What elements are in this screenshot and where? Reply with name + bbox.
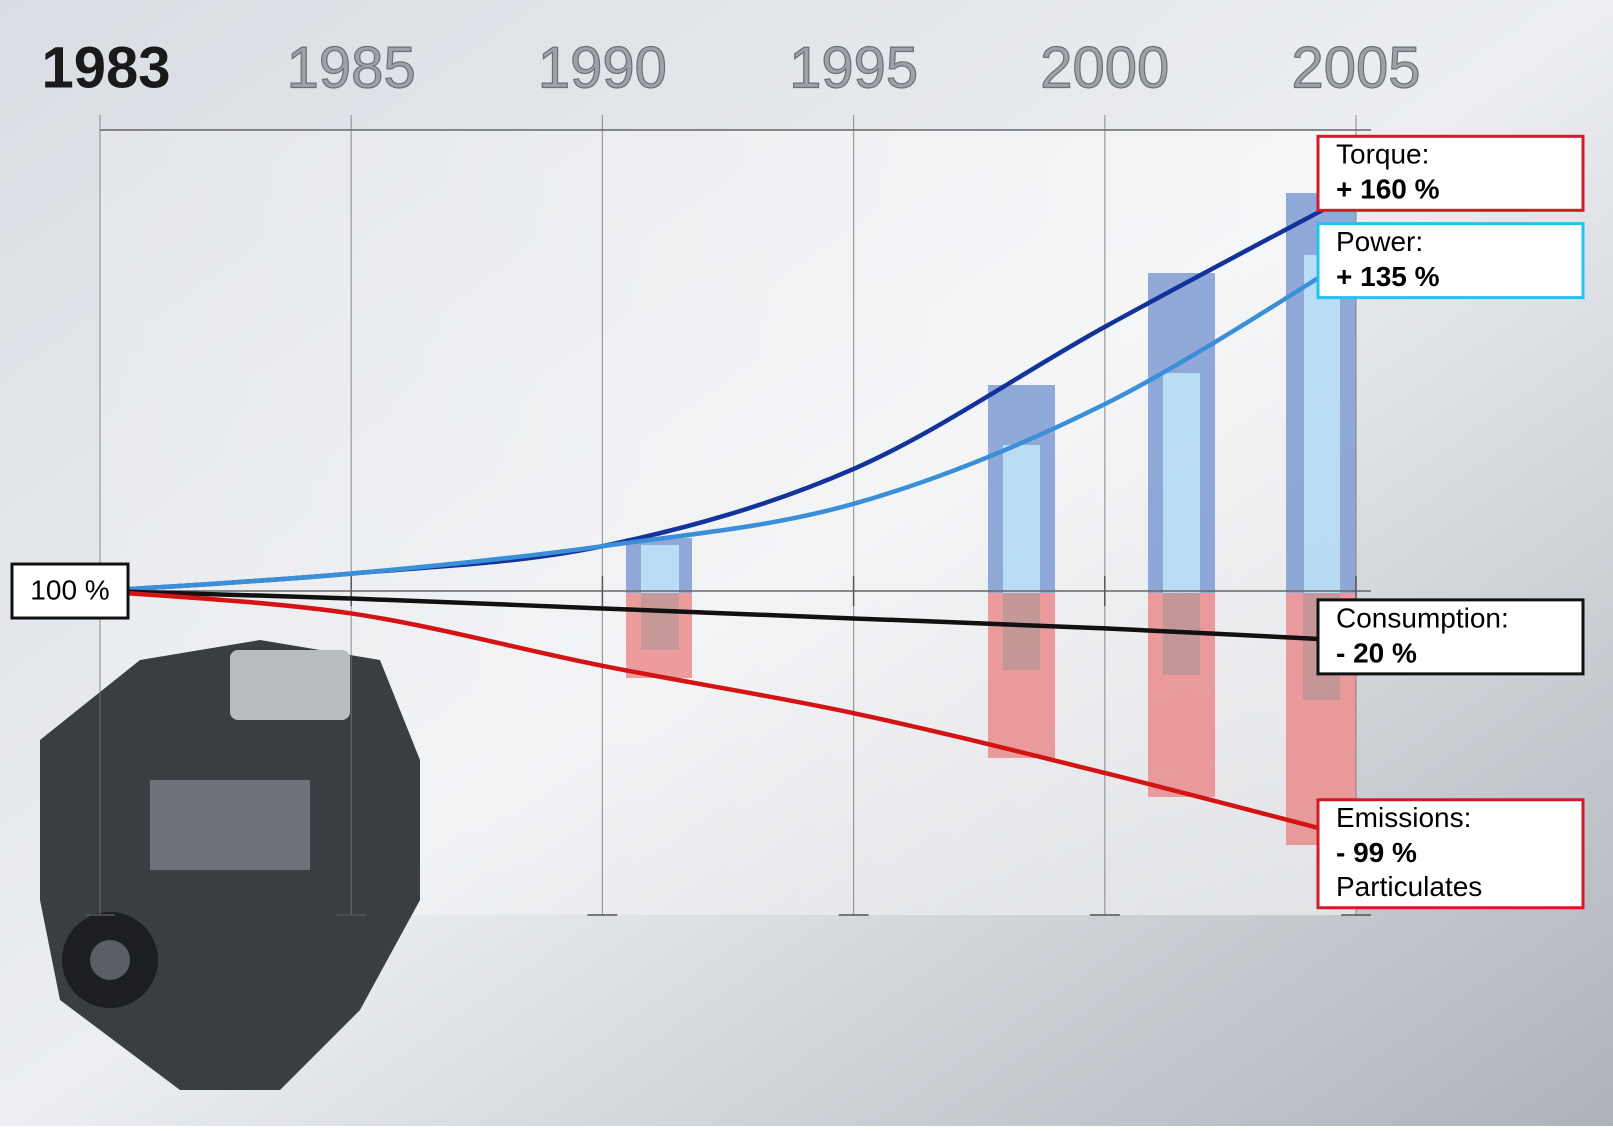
legend-entry: Consumption: [1336, 602, 1509, 633]
x-tick-label: 1983 [41, 35, 170, 100]
data-label: - 20 % [1336, 637, 1417, 668]
x-tick-label: 1995 [789, 35, 918, 100]
data-label: + 135 % [1336, 261, 1440, 292]
data-label: + 160 % [1336, 174, 1440, 205]
x-tick-label: 1990 [538, 35, 667, 100]
y-tick-label: 100 % [30, 574, 109, 605]
series-note: Particulates [1336, 871, 1482, 902]
x-tick-label: 1985 [287, 35, 416, 100]
legend-entry: Emissions: [1336, 802, 1471, 833]
data-label: - 99 % [1336, 837, 1417, 868]
legend-entry: Torque: [1336, 139, 1429, 170]
x-tick-label: 2005 [1291, 35, 1420, 100]
chart: 100 % 1983 1985 1990 1995 2000 2005 Torque: + 16… [0, 0, 1613, 1126]
legend-entry: Power: [1336, 226, 1423, 257]
x-tick-label: 2000 [1040, 35, 1169, 100]
